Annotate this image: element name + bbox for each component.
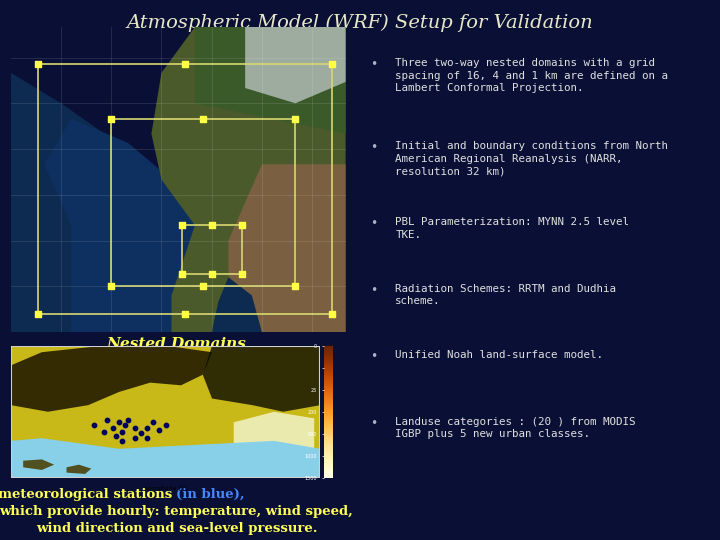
Text: Atmospheric Model (WRF) Setup for Validation: Atmospheric Model (WRF) Setup for Valida… xyxy=(127,14,593,32)
Text: •: • xyxy=(371,217,378,230)
Point xyxy=(117,427,128,436)
Polygon shape xyxy=(11,346,212,411)
Point xyxy=(113,418,125,427)
Point xyxy=(141,423,153,432)
Polygon shape xyxy=(212,277,262,332)
Point xyxy=(120,421,131,429)
Point xyxy=(179,309,191,318)
Point xyxy=(135,429,147,437)
Point xyxy=(32,309,43,318)
Point xyxy=(107,423,119,432)
Bar xyxy=(181,225,242,274)
Polygon shape xyxy=(234,411,314,467)
Polygon shape xyxy=(245,27,346,103)
Text: •: • xyxy=(371,284,378,296)
Text: Unified Noah land-surface model.: Unified Noah land-surface model. xyxy=(395,350,603,360)
Point xyxy=(326,309,338,318)
Polygon shape xyxy=(11,438,320,478)
Point xyxy=(160,421,171,429)
Point xyxy=(110,431,122,440)
Point xyxy=(179,59,191,68)
Text: Nested Domains: Nested Domains xyxy=(107,338,246,352)
Polygon shape xyxy=(11,73,171,332)
Polygon shape xyxy=(151,27,346,332)
Point xyxy=(105,114,117,123)
Point xyxy=(122,415,134,424)
Polygon shape xyxy=(203,346,320,411)
Text: Radiation Schemes: RRTM and Dudhia
scheme.: Radiation Schemes: RRTM and Dudhia schem… xyxy=(395,284,616,306)
Point xyxy=(148,418,159,427)
Text: •: • xyxy=(371,58,378,71)
Point xyxy=(32,59,43,68)
Point xyxy=(289,282,301,291)
Point xyxy=(206,221,217,230)
Text: Latitude (°): Latitude (°) xyxy=(0,394,1,430)
Point xyxy=(153,426,165,435)
Text: •: • xyxy=(371,141,378,154)
Polygon shape xyxy=(23,460,54,470)
Point xyxy=(197,282,209,291)
Text: •: • xyxy=(371,417,378,430)
Text: Initial and boundary conditions from North
American Regional Reanalysis (NARR,
r: Initial and boundary conditions from Nor… xyxy=(395,141,668,177)
Point xyxy=(89,421,100,429)
Bar xyxy=(37,64,332,314)
Point xyxy=(176,221,187,230)
Point xyxy=(129,423,140,432)
Text: which provide hourly: temperature, wind speed,: which provide hourly: temperature, wind … xyxy=(0,505,354,518)
Polygon shape xyxy=(195,27,346,134)
Point xyxy=(236,270,248,279)
Point xyxy=(129,434,140,443)
Point xyxy=(98,427,109,436)
Text: PBL Parameterization: MYNN 2.5 level
TKE.: PBL Parameterization: MYNN 2.5 level TKE… xyxy=(395,217,629,240)
Point xyxy=(141,434,153,443)
Polygon shape xyxy=(228,164,346,332)
Point xyxy=(117,436,128,445)
Polygon shape xyxy=(66,464,91,474)
Text: Landuse categories : (20 ) from MODIS
IGBP plus 5 new urban classes.: Landuse categories : (20 ) from MODIS IG… xyxy=(395,417,636,440)
Text: (in blue),: (in blue), xyxy=(176,488,245,501)
Point xyxy=(101,415,112,424)
Text: 18 surface meteorological stations: 18 surface meteorological stations xyxy=(0,488,176,501)
Text: •: • xyxy=(371,350,378,363)
Point xyxy=(236,221,248,230)
Point xyxy=(289,114,301,123)
Text: Longitude (°): Longitude (°) xyxy=(145,486,186,491)
Polygon shape xyxy=(45,118,228,332)
Point xyxy=(197,114,209,123)
Point xyxy=(105,282,117,291)
Point xyxy=(176,270,187,279)
Point xyxy=(206,270,217,279)
Polygon shape xyxy=(11,346,320,478)
Bar xyxy=(111,118,295,286)
Text: wind direction and sea-level pressure.: wind direction and sea-level pressure. xyxy=(36,522,317,535)
Point xyxy=(326,59,338,68)
Text: Three two-way nested domains with a grid
spacing of 16, 4 and 1 km are defined o: Three two-way nested domains with a grid… xyxy=(395,58,668,93)
